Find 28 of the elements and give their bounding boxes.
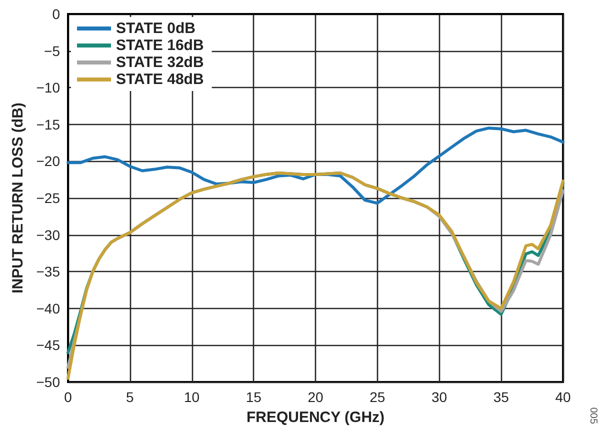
y-tick-label: −40: [36, 300, 60, 316]
x-tick-label: 0: [64, 389, 72, 405]
y-tick-label: −35: [36, 264, 60, 280]
y-tick-label: −30: [36, 226, 60, 243]
y-tick-label: −45: [36, 337, 60, 354]
y-tick-label: −15: [36, 116, 60, 132]
legend-label: STATE 16dB: [116, 37, 204, 54]
legend-label: STATE 0dB: [116, 20, 196, 37]
y-tick-label: −20: [36, 153, 60, 170]
y-tick-label: 0: [52, 6, 60, 22]
x-tick-label: 20: [308, 389, 324, 405]
line-series: [66, 126, 564, 205]
x-tick-label: 15: [246, 389, 262, 405]
y-axis-title: INPUT RETURN LOSS (dB): [9, 102, 26, 294]
y-tick-label: −5: [44, 42, 60, 59]
y-tick-label: −50: [36, 374, 60, 390]
legend-label: STATE 48dB: [116, 71, 204, 88]
y-tick-label: −10: [36, 80, 60, 96]
x-tick-label: 10: [184, 389, 200, 405]
x-tick-label: 30: [431, 389, 448, 405]
x-tick-label: 35: [493, 389, 510, 405]
x-tick-label: 25: [370, 389, 386, 405]
x-axis-title: FREQUENCY (GHz): [246, 409, 385, 426]
legend-label: STATE 32dB: [116, 54, 204, 71]
x-tick-label: 5: [126, 389, 134, 405]
y-tick-label: −25: [36, 190, 60, 206]
x-tick-label: 40: [555, 389, 571, 405]
text: 005: [588, 407, 598, 424]
